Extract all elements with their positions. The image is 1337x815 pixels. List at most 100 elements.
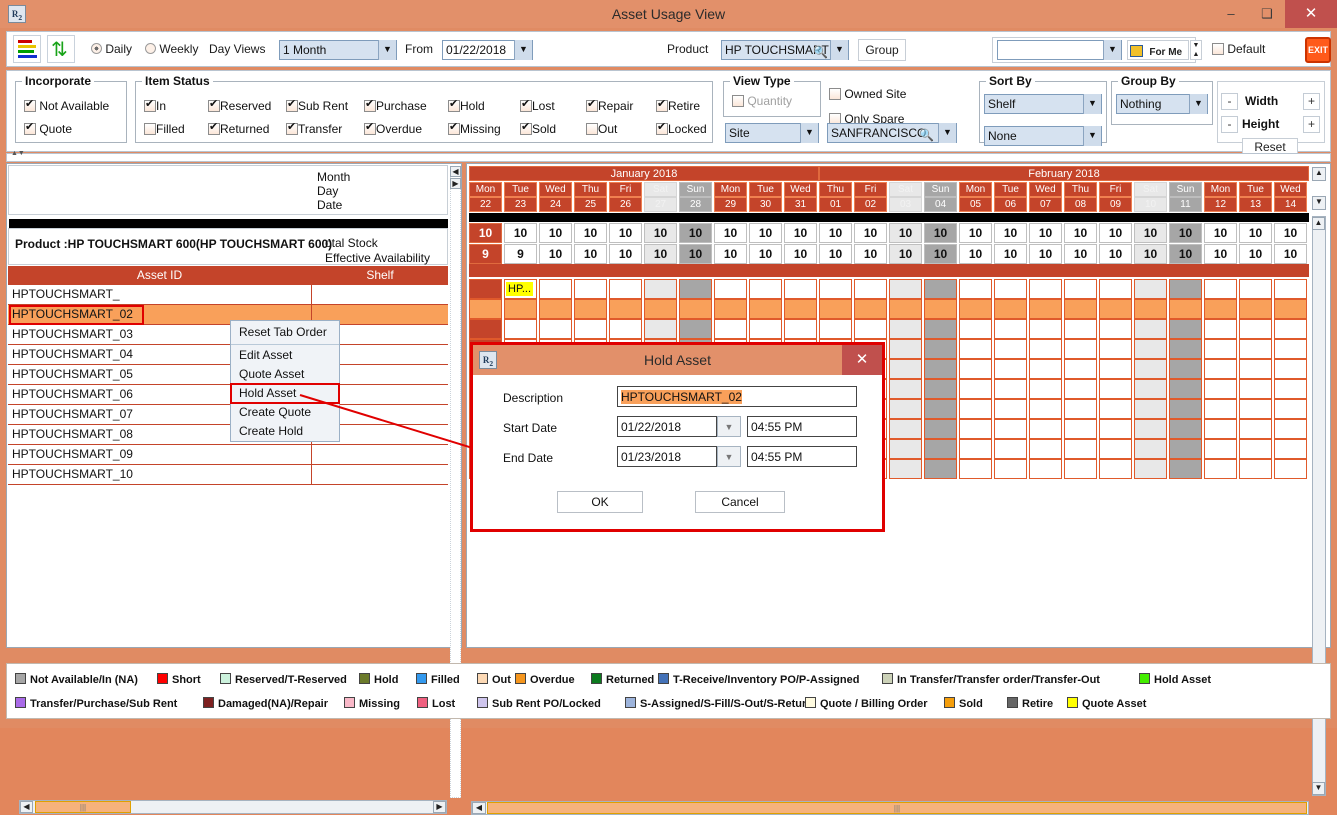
- menu-item-hold-asset[interactable]: Hold Asset: [230, 383, 340, 404]
- date-cell[interactable]: 07: [1029, 197, 1062, 212]
- date-cell[interactable]: 10: [1134, 197, 1167, 212]
- ok-button[interactable]: OK: [557, 491, 643, 513]
- calendar-cell[interactable]: [994, 399, 1027, 419]
- date-cell[interactable]: 22: [469, 197, 502, 212]
- calendar-cell[interactable]: [959, 359, 992, 379]
- table-row[interactable]: HPTOUCHSMART_09: [8, 445, 448, 465]
- calendar-cell[interactable]: [1134, 279, 1167, 299]
- calendar-cell[interactable]: [959, 339, 992, 359]
- calendar-cell[interactable]: [924, 339, 957, 359]
- calendar-cell[interactable]: [469, 299, 502, 319]
- checkbox-owned-site[interactable]: Owned Site: [829, 87, 906, 101]
- date-cell[interactable]: 13: [1239, 197, 1272, 212]
- menu-item-create-quote[interactable]: Create Quote: [239, 405, 312, 419]
- calendar-cell[interactable]: [1064, 319, 1097, 339]
- calendar-cell[interactable]: [994, 359, 1027, 379]
- calendar-cell[interactable]: [1134, 339, 1167, 359]
- calendar-cell[interactable]: [1204, 379, 1237, 399]
- calendar-cell[interactable]: [924, 379, 957, 399]
- asset-bar-tag[interactable]: HP...: [506, 282, 534, 296]
- calendar-cell[interactable]: [1204, 359, 1237, 379]
- calendar-cell[interactable]: [504, 319, 537, 339]
- end-date-dropdown[interactable]: ▼: [717, 446, 741, 467]
- checkbox-missing[interactable]: Missing: [448, 120, 501, 136]
- chevron-down-icon[interactable]: ▼: [1083, 94, 1101, 114]
- calendar-cell[interactable]: [924, 439, 957, 459]
- table-row[interactable]: HPTOUCHSMART_03: [8, 325, 448, 345]
- calendar-cell[interactable]: [819, 279, 852, 299]
- column-header-asset-id[interactable]: Asset ID: [136, 268, 183, 282]
- calendar-cell[interactable]: [679, 319, 712, 339]
- calendar-cell[interactable]: [1099, 279, 1132, 299]
- calendar-cell[interactable]: [1169, 299, 1202, 319]
- date-cell[interactable]: 24: [539, 197, 572, 212]
- calendar-cell[interactable]: [1134, 399, 1167, 419]
- calendar-cell[interactable]: [959, 379, 992, 399]
- checkbox-sub-rent[interactable]: Sub Rent: [286, 97, 348, 113]
- calendar-cell[interactable]: [994, 339, 1027, 359]
- table-row[interactable]: HPTOUCHSMART_08: [8, 425, 448, 445]
- calendar-cell[interactable]: [574, 299, 607, 319]
- calendar-cell[interactable]: [504, 299, 537, 319]
- calendar-cell[interactable]: [609, 299, 642, 319]
- calendar-cell[interactable]: [1274, 439, 1307, 459]
- checkbox-lost[interactable]: Lost: [520, 97, 555, 113]
- calendar-cell[interactable]: [714, 299, 747, 319]
- calendar-cell[interactable]: [1274, 319, 1307, 339]
- maximize-button[interactable]: ❑: [1261, 6, 1273, 21]
- calendar-scroll-up-button[interactable]: ▲: [1312, 167, 1326, 181]
- calendar-cell[interactable]: [1239, 399, 1272, 419]
- refresh-icon[interactable]: ⇅: [47, 35, 75, 63]
- site-name-select[interactable]: SANFRANCISCO 🔍 ▼: [827, 123, 957, 143]
- calendar-cell[interactable]: [1274, 379, 1307, 399]
- product-select[interactable]: HP TOUCHSMART 🔍 ▼: [721, 40, 849, 60]
- spinner-buttons[interactable]: ▼ ▲: [1190, 40, 1202, 60]
- dialog-close-button[interactable]: ✕: [842, 345, 882, 375]
- date-cell[interactable]: 25: [574, 197, 607, 212]
- left-scroll-thumb[interactable]: |||: [35, 801, 131, 813]
- table-row[interactable]: HPTOUCHSMART_05: [8, 365, 448, 385]
- group-by-select[interactable]: Nothing ▼: [1116, 94, 1208, 114]
- calendar-cell[interactable]: [854, 299, 887, 319]
- date-cell[interactable]: 11: [1169, 197, 1202, 212]
- calendar-cell[interactable]: [644, 279, 677, 299]
- date-cell[interactable]: 31: [784, 197, 817, 212]
- calendar-cell[interactable]: [1169, 459, 1202, 479]
- chevron-down-icon[interactable]: ▼: [830, 40, 848, 60]
- menu-item-quote-asset[interactable]: Quote Asset: [239, 367, 305, 381]
- calendar-cell[interactable]: [714, 279, 747, 299]
- checkbox-repair[interactable]: Repair: [586, 97, 633, 113]
- calendar-cell[interactable]: [924, 399, 957, 419]
- calendar-cell[interactable]: [889, 459, 922, 479]
- calendar-cell[interactable]: [574, 279, 607, 299]
- calendar-cell[interactable]: [959, 399, 992, 419]
- checkbox-hold[interactable]: Hold: [448, 97, 485, 113]
- calendar-cell[interactable]: [1239, 379, 1272, 399]
- date-cell[interactable]: 12: [1204, 197, 1237, 212]
- calendar-cell[interactable]: [784, 319, 817, 339]
- exit-button[interactable]: EXIT: [1305, 37, 1331, 63]
- sort-by-secondary-select[interactable]: None ▼: [984, 126, 1102, 146]
- calendar-cell[interactable]: [1169, 339, 1202, 359]
- start-time-field[interactable]: 04:55 PM: [747, 416, 857, 437]
- date-cell[interactable]: 08: [1064, 197, 1097, 212]
- date-cell[interactable]: 06: [994, 197, 1027, 212]
- calendar-cell[interactable]: [1099, 459, 1132, 479]
- calendar-cell[interactable]: [1239, 439, 1272, 459]
- calendar-cell[interactable]: [889, 339, 922, 359]
- calendar-cell[interactable]: [1274, 459, 1307, 479]
- calendar-cell[interactable]: [1099, 379, 1132, 399]
- preset-dropdown[interactable]: ▼: [1103, 40, 1122, 60]
- calendar-cell[interactable]: [1204, 459, 1237, 479]
- calendar-cell[interactable]: [644, 319, 677, 339]
- date-cell[interactable]: 23: [504, 197, 537, 212]
- calendar-cell[interactable]: [889, 299, 922, 319]
- calendar-cell[interactable]: [1204, 419, 1237, 439]
- calendar-cell[interactable]: [959, 439, 992, 459]
- height-increase-button[interactable]: +: [1303, 116, 1320, 133]
- checkbox-purchase[interactable]: Purchase: [364, 97, 427, 113]
- checkbox-only-spare[interactable]: Only Spare: [829, 112, 904, 126]
- calendar-cell[interactable]: [1274, 359, 1307, 379]
- calendar-cell[interactable]: [1029, 379, 1062, 399]
- calendar-cell[interactable]: [609, 279, 642, 299]
